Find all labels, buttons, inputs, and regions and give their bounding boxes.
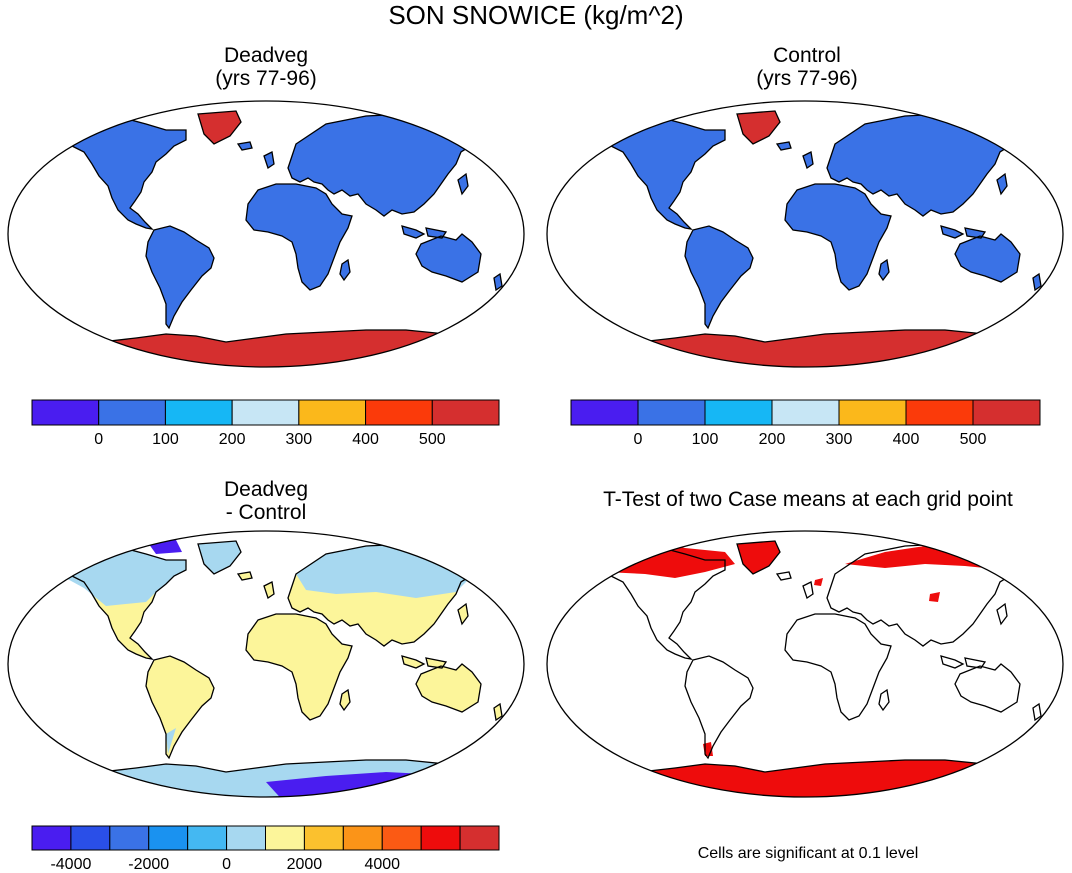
colorbar-control-tick-label: 200 bbox=[759, 431, 786, 448]
colorbar-difference-tick-label: -4000 bbox=[50, 856, 91, 873]
colorbar-difference-swatch bbox=[109, 825, 150, 851]
colorbar-control-tick-label: 100 bbox=[692, 431, 719, 448]
colorbar-control-tick-label: 400 bbox=[893, 431, 920, 448]
colorbar-difference-swatch bbox=[303, 825, 344, 851]
colorbar-difference-swatch bbox=[187, 825, 228, 851]
land-fill bbox=[575, 111, 1041, 328]
panel-title-line2: - Control bbox=[225, 501, 307, 524]
colorbar-deadveg-tick-label: 100 bbox=[152, 431, 179, 448]
colorbar-control-swatch bbox=[771, 399, 840, 426]
colorbar-difference-swatch bbox=[265, 825, 305, 851]
colorbar-deadveg-swatch bbox=[431, 399, 500, 426]
map-deadveg bbox=[7, 100, 525, 368]
colorbar-deadveg-tick-label: 0 bbox=[94, 431, 103, 448]
colorbar-control-swatch bbox=[972, 399, 1041, 426]
map-control bbox=[546, 100, 1064, 368]
colorbar-deadveg-tick-label: 300 bbox=[286, 431, 313, 448]
colorbar-difference-swatch bbox=[70, 825, 111, 851]
panel-title-control: Control (yrs 77-96) bbox=[657, 44, 957, 90]
colorbar-difference-tick-label: 0 bbox=[222, 856, 231, 873]
colorbar-control-tick-label: 0 bbox=[634, 431, 643, 448]
land-fill bbox=[36, 111, 502, 328]
map-border bbox=[7, 100, 525, 368]
colorbar-difference-tick-label: 4000 bbox=[364, 856, 400, 873]
colorbar-control-swatch bbox=[570, 399, 639, 426]
colorbar-difference-swatch bbox=[342, 825, 383, 851]
colorbar-deadveg-swatch bbox=[31, 399, 100, 426]
colorbar-deadveg-swatch bbox=[298, 399, 367, 426]
map-border bbox=[546, 530, 1064, 798]
colorbar-difference: -4000 -2000 0 2000 4000 bbox=[31, 825, 500, 873]
colorbar-difference-tick-label: -2000 bbox=[128, 856, 169, 873]
colorbar-control-swatch bbox=[704, 399, 773, 426]
colorbar-control-swatch bbox=[637, 399, 706, 426]
panel-title-line1: Control bbox=[773, 44, 841, 67]
coastline bbox=[574, 540, 1056, 777]
map-difference bbox=[7, 530, 525, 798]
panel-title-line1: Deadveg bbox=[223, 478, 309, 501]
map-ttest bbox=[546, 530, 1064, 798]
map-border bbox=[546, 100, 1064, 368]
colorbar-control-tick-label: 300 bbox=[826, 431, 853, 448]
colorbar-deadveg-tick-label: 400 bbox=[352, 431, 379, 448]
colorbar-deadveg-swatch bbox=[365, 399, 433, 426]
colorbar-difference-swatch bbox=[459, 825, 500, 851]
colorbar-deadveg: 0 100 200 300 400 500 bbox=[31, 399, 500, 448]
panel-title-deadveg: Deadveg (yrs 77-96) bbox=[116, 44, 416, 90]
colorbar-control: 0 100 200 300 400 500 bbox=[570, 399, 1041, 448]
panel-title-difference: Deadveg - Control bbox=[116, 478, 416, 524]
colorbar-deadveg-swatch bbox=[98, 399, 166, 426]
colorbar-difference-swatch bbox=[31, 825, 72, 851]
main-title: SON SNOWICE (kg/m^2) bbox=[388, 0, 684, 30]
colorbar-difference-swatch bbox=[381, 825, 422, 851]
colorbar-control-swatch bbox=[905, 399, 974, 426]
panel-title-line2: (yrs 77-96) bbox=[215, 67, 317, 90]
map-border bbox=[7, 530, 525, 798]
panel-title-ttest: T-Test of two Case means at each grid po… bbox=[603, 488, 1013, 511]
colorbar-deadveg-tick-label: 200 bbox=[219, 431, 246, 448]
panel-title-line1: Deadveg bbox=[223, 44, 309, 67]
significance-note: Cells are significant at 0.1 level bbox=[697, 845, 919, 862]
colorbar-deadveg-tick-label: 500 bbox=[419, 431, 446, 448]
greenland-ice bbox=[198, 111, 241, 144]
greenland-ice bbox=[737, 111, 780, 144]
colorbar-control-tick-label: 500 bbox=[960, 431, 987, 448]
colorbar-control-swatch bbox=[838, 399, 907, 426]
colorbar-difference-swatch bbox=[148, 825, 189, 851]
colorbar-deadveg-swatch bbox=[231, 399, 300, 426]
colorbar-difference-tick-label: 2000 bbox=[287, 856, 323, 873]
colorbar-difference-swatch bbox=[226, 825, 266, 851]
colorbar-deadveg-swatch bbox=[164, 399, 233, 426]
significant-cells bbox=[575, 541, 1035, 756]
panel-title-line2: (yrs 77-96) bbox=[756, 67, 858, 90]
colorbar-difference-swatch bbox=[420, 825, 461, 851]
